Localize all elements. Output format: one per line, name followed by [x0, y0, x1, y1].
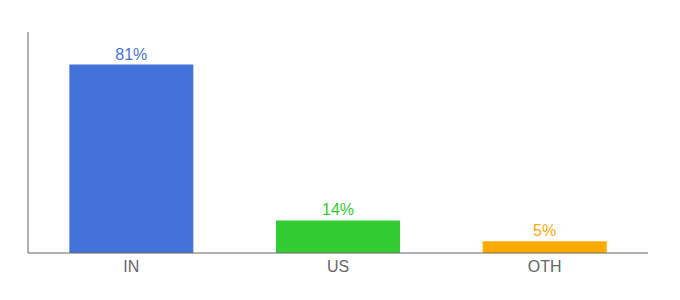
svg-text:IN: IN — [123, 258, 139, 275]
svg-text:5%: 5% — [533, 222, 556, 239]
svg-text:14%: 14% — [322, 201, 354, 218]
svg-text:OTH: OTH — [528, 258, 562, 275]
svg-text:81%: 81% — [115, 46, 147, 63]
svg-text:US: US — [327, 258, 349, 275]
